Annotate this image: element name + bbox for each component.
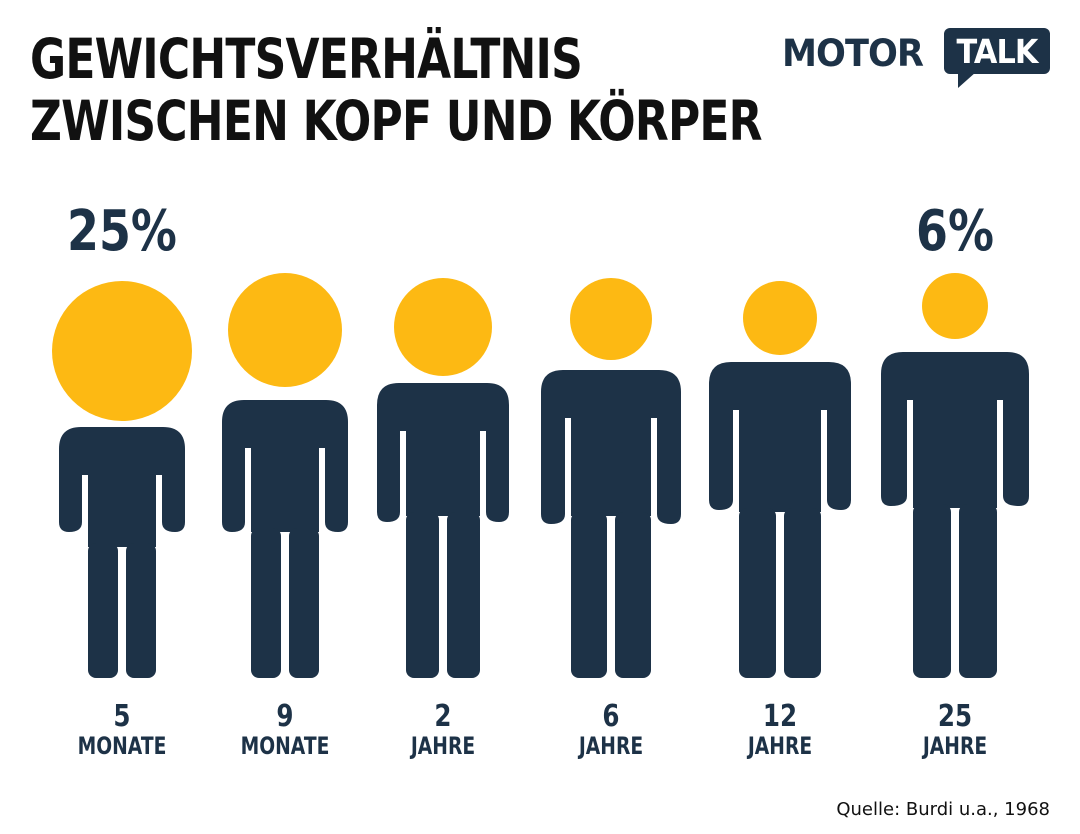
chart-title: GEWICHTSVERHÄLTNIS ZWISCHEN KOPF UND KÖR… bbox=[30, 27, 763, 153]
age-unit-label: JAHRE bbox=[746, 733, 812, 761]
logo-talk-text: TALK bbox=[956, 32, 1038, 71]
left-leg bbox=[88, 543, 118, 678]
age-unit-label: JAHRE bbox=[409, 733, 475, 761]
age-number-label: 2 bbox=[434, 700, 451, 734]
body-torso bbox=[59, 427, 185, 547]
head-circle bbox=[228, 273, 342, 387]
body-torso bbox=[541, 370, 681, 524]
left-leg bbox=[913, 504, 951, 678]
right-leg bbox=[447, 512, 480, 678]
title-line-1: GEWICHTSVERHÄLTNIS bbox=[30, 27, 583, 91]
right-leg bbox=[959, 504, 997, 678]
age-unit-label: JAHRE bbox=[577, 733, 643, 761]
left-leg bbox=[739, 508, 776, 678]
age-unit-label: MONATE bbox=[241, 733, 330, 761]
logo-speech-bubble-icon: TALK bbox=[944, 28, 1050, 88]
figure-1 bbox=[52, 281, 192, 678]
source-note: Quelle: Burdi u.a., 1968 bbox=[836, 799, 1050, 820]
right-leg bbox=[615, 512, 651, 678]
head-share-label: 25% bbox=[67, 199, 177, 265]
figure-6 bbox=[881, 273, 1029, 678]
figure-5 bbox=[709, 281, 851, 678]
head-circle bbox=[570, 278, 652, 360]
head-circle bbox=[743, 281, 817, 355]
motortalk-logo[interactable]: MOTOR TALK bbox=[782, 28, 1052, 90]
head-circle bbox=[394, 278, 492, 376]
logo-motor-text: MOTOR bbox=[782, 32, 924, 75]
head-circle bbox=[52, 281, 192, 421]
right-leg bbox=[126, 543, 156, 678]
age-number-label: 5 bbox=[113, 700, 130, 734]
age-unit-label: MONATE bbox=[78, 733, 167, 761]
body-torso bbox=[377, 383, 509, 522]
age-unit-label: JAHRE bbox=[921, 733, 987, 761]
head-share-label: 6% bbox=[916, 199, 994, 265]
figure-3 bbox=[377, 278, 509, 678]
head-circle bbox=[922, 273, 988, 339]
right-leg bbox=[784, 508, 821, 678]
right-leg bbox=[289, 528, 319, 678]
body-torso bbox=[709, 362, 851, 512]
age-number-label: 12 bbox=[763, 700, 797, 734]
body-torso bbox=[881, 352, 1029, 508]
left-leg bbox=[251, 528, 281, 678]
figure-4 bbox=[541, 278, 681, 678]
age-number-label: 6 bbox=[602, 700, 619, 734]
title-line-2: ZWISCHEN KOPF UND KÖRPER bbox=[30, 89, 763, 153]
body-torso bbox=[222, 400, 348, 532]
figure-2 bbox=[222, 273, 348, 678]
age-number-label: 9 bbox=[276, 700, 293, 734]
left-leg bbox=[571, 512, 607, 678]
left-leg bbox=[406, 512, 439, 678]
age-number-label: 25 bbox=[938, 700, 972, 734]
